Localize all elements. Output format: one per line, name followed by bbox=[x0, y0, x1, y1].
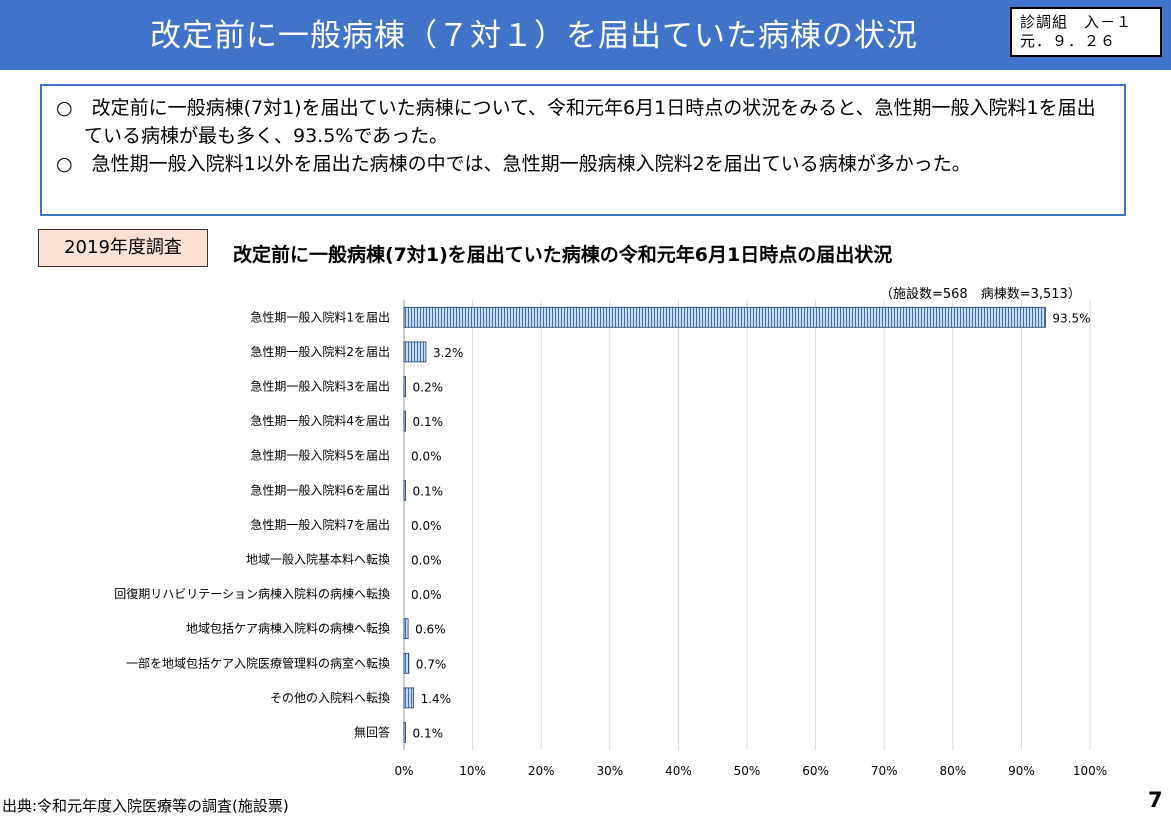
survey-year-badge: 2019年度調査 bbox=[38, 229, 208, 267]
bar-0 bbox=[403, 306, 1046, 328]
value-label-9: 0.6% bbox=[415, 623, 446, 637]
x-tick-label-30: 30% bbox=[596, 764, 623, 776]
summary-box: ○ 改定前に一般病棟(7対1)を届出ていた病棟について、令和元年6月1日時点の状… bbox=[40, 84, 1126, 216]
value-label-7: 0.0% bbox=[411, 554, 442, 568]
document-code-line2: 元．９．２６ bbox=[1020, 32, 1117, 50]
category-label-12: 無回答 bbox=[354, 725, 390, 740]
bar-3 bbox=[403, 410, 406, 432]
chart-title: 改定前に一般病棟(7対1)を届出ていた病棟の令和元年6月1日時点の届出状況 bbox=[233, 244, 893, 266]
value-label-6: 0.0% bbox=[411, 519, 442, 533]
category-label-7: 地域一般入院基本料へ転換 bbox=[246, 552, 390, 567]
x-tick-label-90: 90% bbox=[1008, 764, 1035, 776]
chart-sample-note: （施設数=568 病棟数=3,513） bbox=[880, 287, 1081, 302]
value-label-3: 0.1% bbox=[413, 415, 444, 429]
title-banner: 改定前に一般病棟（７対１）を届出ていた病棟の状況 診調組 入－１ 元．９．２６ bbox=[0, 0, 1171, 70]
category-label-0: 急性期一般入院料1を届出 bbox=[250, 309, 390, 324]
category-label-3: 急性期一般入院料4を届出 bbox=[250, 413, 390, 428]
value-label-5: 0.1% bbox=[413, 484, 444, 498]
summary-point-1: ○ 改定前に一般病棟(7対1)を届出ていた病棟について、令和元年6月1日時点の状… bbox=[56, 97, 1096, 147]
value-label-2: 0.2% bbox=[413, 381, 444, 395]
x-tick-label-20: 20% bbox=[528, 764, 555, 776]
document-code-line1: 診調組 入－１ bbox=[1020, 13, 1133, 31]
page-title: 改定前に一般病棟（７対１）を届出ていた病棟の状況 bbox=[150, 18, 918, 54]
document-code-box: 診調組 入－１ 元．９．２６ bbox=[1010, 7, 1162, 57]
category-label-6: 急性期一般入院料7を届出 bbox=[250, 517, 390, 532]
bar-1 bbox=[403, 341, 427, 363]
page-number: 7 bbox=[1148, 788, 1163, 812]
category-label-10: 一部を地域包括ケア入院医療管理料の病室へ転換 bbox=[126, 655, 390, 670]
value-label-11: 1.4% bbox=[421, 692, 452, 706]
category-label-8: 回復期リハビリテーション病棟入院料の病棟へ転換 bbox=[114, 586, 390, 601]
value-label-8: 0.0% bbox=[411, 588, 442, 602]
value-label-4: 0.0% bbox=[411, 450, 442, 464]
category-label-11: その他の入院料へ転換 bbox=[270, 691, 390, 705]
bar-5 bbox=[403, 479, 406, 501]
x-tick-label-100: 100% bbox=[1073, 764, 1107, 776]
bar-chart: 0% 10% 20% 30% 40% 50% 60% 70% 80% 90% 100% 急性期一般入院… bbox=[114, 300, 1107, 776]
x-tick-label-0: 0% bbox=[394, 764, 413, 776]
x-tick-label-50: 50% bbox=[734, 764, 761, 776]
x-tick-label-80: 80% bbox=[939, 764, 966, 776]
value-label-10: 0.7% bbox=[416, 657, 447, 671]
category-label-2: 急性期一般入院料3を届出 bbox=[250, 379, 390, 394]
x-tick-label-70: 70% bbox=[871, 764, 898, 776]
category-label-9: 地域包括ケア病棟入院料の病棟へ転換 bbox=[186, 621, 390, 636]
x-tick-label-60: 60% bbox=[802, 764, 829, 776]
category-label-5: 急性期一般入院料6を届出 bbox=[250, 482, 390, 497]
value-label-12: 0.1% bbox=[413, 727, 444, 741]
x-tick-label-10: 10% bbox=[459, 764, 486, 776]
value-label-0: 93.5% bbox=[1052, 311, 1090, 325]
source-citation: 出典:令和元年度入院医療等の調査(施設票) bbox=[2, 797, 289, 815]
bar-2 bbox=[403, 376, 406, 397]
bar-12 bbox=[403, 722, 406, 743]
value-label-1: 3.2% bbox=[433, 346, 464, 360]
category-label-4: 急性期一般入院料5を届出 bbox=[250, 448, 390, 463]
summary-point-2: ○ 急性期一般入院料1以外を届出た病棟の中では、急性期一般病棟入院料2を届出てい… bbox=[56, 153, 971, 175]
category-label-1: 急性期一般入院料2を届出 bbox=[250, 344, 390, 359]
bar-9 bbox=[403, 618, 409, 640]
bar-11 bbox=[403, 687, 415, 709]
bar-10 bbox=[403, 652, 410, 674]
x-tick-label-40: 40% bbox=[665, 764, 692, 776]
